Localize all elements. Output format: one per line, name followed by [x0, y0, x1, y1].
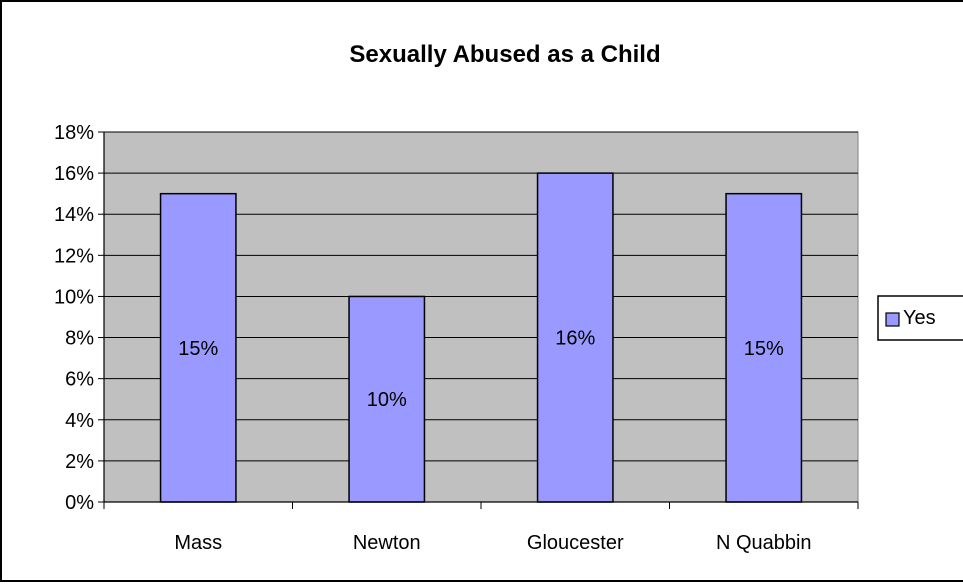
y-tick-label: 12% — [54, 245, 94, 267]
y-tick-label: 4% — [65, 410, 94, 432]
legend-label-yes: Yes — [903, 307, 936, 329]
y-tick-label: 6% — [65, 369, 94, 391]
data-label: 10% — [367, 389, 407, 411]
y-tick-label: 8% — [65, 328, 94, 350]
x-tick-label: Mass — [174, 532, 222, 554]
data-label: 15% — [744, 338, 784, 360]
x-tick-label: N Quabbin — [716, 532, 812, 554]
bar — [159, 192, 237, 503]
x-tick-label: Newton — [353, 532, 421, 554]
y-tick-label: 14% — [54, 204, 94, 226]
y-tick-label: 10% — [54, 286, 94, 308]
bar — [348, 295, 426, 503]
y-tick-label: 2% — [65, 451, 94, 473]
bars: 15% 10% 16% 15% — [159, 172, 803, 503]
data-label: 15% — [178, 338, 218, 360]
legend: Yes — [877, 295, 963, 341]
bar — [725, 192, 803, 503]
y-tick-label: 18% — [54, 122, 94, 144]
chart-title: Sexually Abused as a Child — [349, 41, 660, 68]
x-tick-label: Gloucester — [527, 532, 624, 554]
data-label: 16% — [555, 328, 595, 350]
y-tick-label: 0% — [65, 492, 94, 514]
axes: 0% 2% 4% 6% 8% 10% 12% 14% 16% 18% Mass Newton Glouc… — [54, 122, 859, 554]
legend-swatch-yes — [885, 312, 900, 327]
y-tick-label: 16% — [54, 163, 94, 185]
